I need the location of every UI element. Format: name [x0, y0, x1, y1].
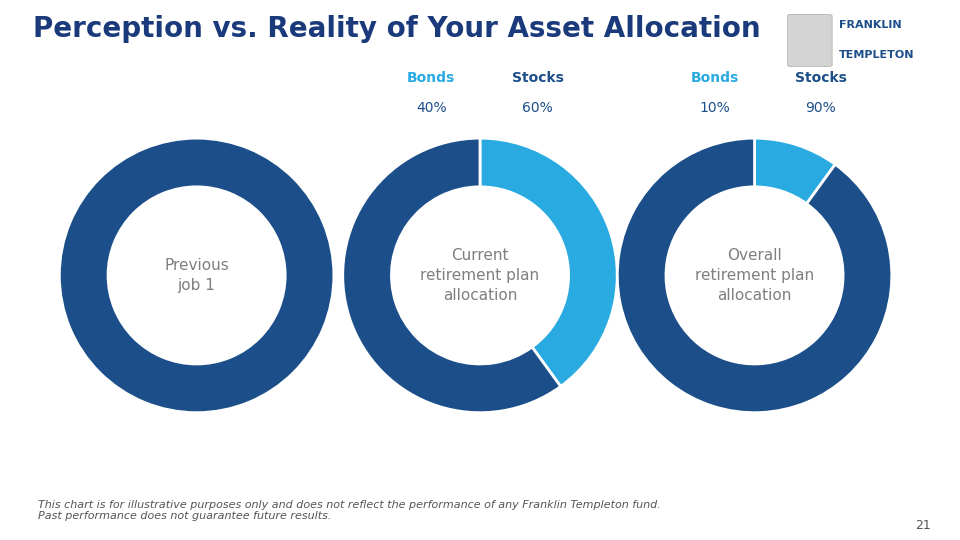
FancyBboxPatch shape	[787, 15, 832, 66]
Wedge shape	[60, 138, 334, 413]
Wedge shape	[617, 138, 892, 413]
Wedge shape	[755, 138, 835, 204]
Text: 40%: 40%	[416, 101, 446, 115]
Wedge shape	[343, 138, 561, 413]
Text: This chart is for illustrative purposes only and does not reflect the performanc: This chart is for illustrative purposes …	[38, 500, 661, 521]
Text: Bonds: Bonds	[690, 71, 739, 85]
Wedge shape	[480, 138, 617, 387]
Text: Bonds: Bonds	[407, 71, 455, 85]
Text: FRANKLIN: FRANKLIN	[839, 20, 901, 30]
Text: Previous
job 1: Previous job 1	[164, 258, 229, 293]
Text: Overall
retirement plan
allocation: Overall retirement plan allocation	[695, 248, 814, 303]
Text: Stocks: Stocks	[795, 71, 847, 85]
Text: TEMPLETON: TEMPLETON	[839, 50, 915, 59]
Text: 90%: 90%	[805, 101, 836, 115]
Text: 60%: 60%	[522, 101, 553, 115]
Text: Perception vs. Reality of Your Asset Allocation: Perception vs. Reality of Your Asset All…	[33, 15, 760, 43]
Text: Stocks: Stocks	[512, 71, 564, 85]
Text: 21: 21	[916, 519, 931, 532]
Text: 10%: 10%	[699, 101, 730, 115]
Text: Current
retirement plan
allocation: Current retirement plan allocation	[420, 248, 540, 303]
